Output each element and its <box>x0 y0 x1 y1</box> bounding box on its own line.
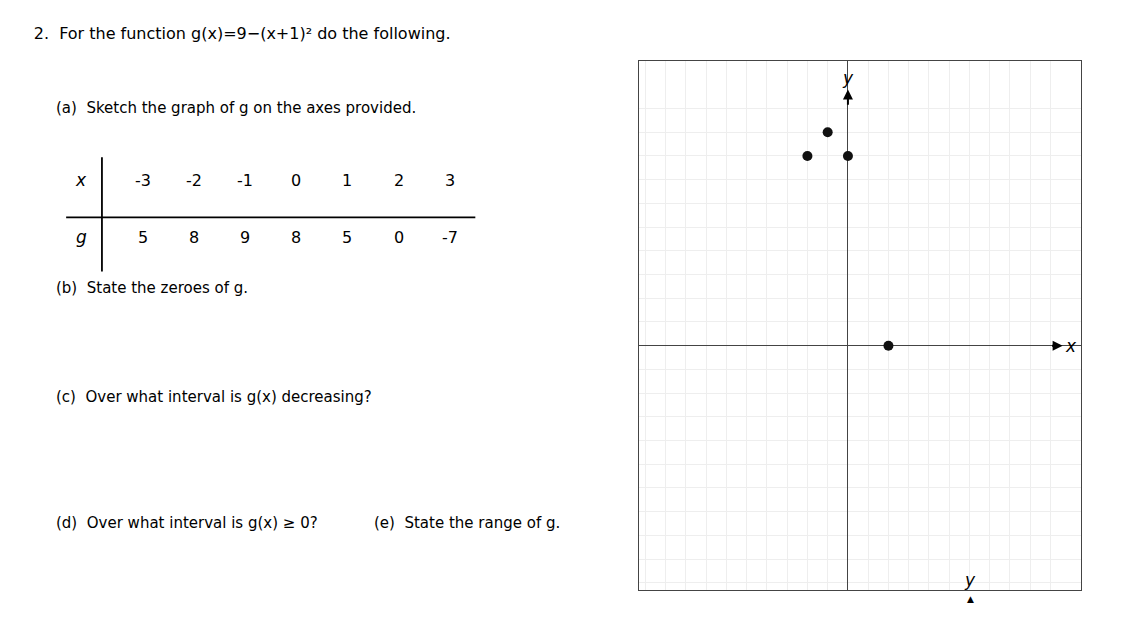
svg-text:5: 5 <box>138 228 148 247</box>
svg-text:8: 8 <box>291 228 301 247</box>
svg-text:-7: -7 <box>442 228 458 247</box>
svg-text:1: 1 <box>342 171 352 190</box>
svg-text:8: 8 <box>189 228 199 247</box>
svg-text:5: 5 <box>342 228 352 247</box>
svg-text:(a) Sketch the graph of g on: (a) Sketch the graph of g on the axes pr… <box>56 99 416 117</box>
svg-text:3: 3 <box>445 171 455 190</box>
svg-text:-3: -3 <box>135 171 151 190</box>
svg-text:9: 9 <box>240 228 250 247</box>
svg-text:2. For the function g(x)=9−(x: 2. For the function g(x)=9−(x+1)² do the… <box>34 24 451 43</box>
svg-text:0: 0 <box>394 228 404 247</box>
svg-text:y: y <box>964 570 976 590</box>
svg-text:-1: -1 <box>237 171 253 190</box>
svg-text:(e) State the range of g.: (e) State the range of g. <box>374 514 560 532</box>
svg-text:▲: ▲ <box>967 594 974 604</box>
svg-text:-2: -2 <box>186 171 202 190</box>
svg-text:(c) Over what interval is g(x: (c) Over what interval is g(x) decreasin… <box>56 388 372 406</box>
svg-text:g: g <box>76 227 87 247</box>
svg-text:x: x <box>1065 336 1077 356</box>
svg-text:2: 2 <box>394 171 404 190</box>
svg-text:y: y <box>842 68 854 88</box>
svg-text:x: x <box>75 170 87 190</box>
svg-text:0: 0 <box>291 171 301 190</box>
svg-text:(d) Over what interval is g(x: (d) Over what interval is g(x) ≥ 0? <box>56 514 318 532</box>
svg-text:(b) State the zeroes of g.: (b) State the zeroes of g. <box>56 279 248 297</box>
